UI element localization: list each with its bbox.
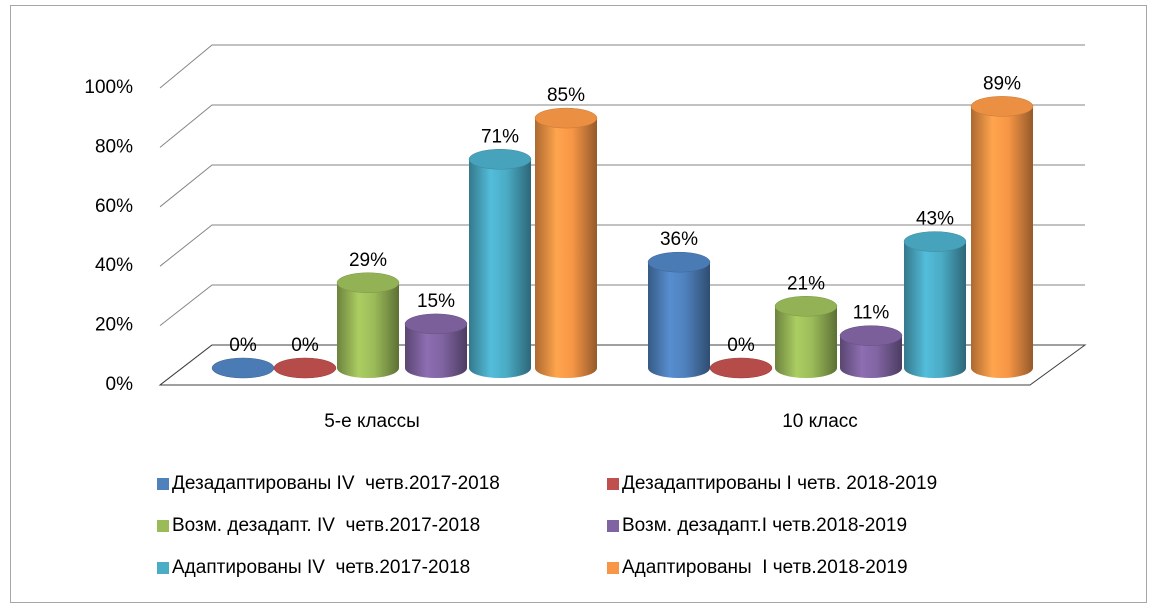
legend-label: Адаптированы IV четв.2017-2018	[172, 557, 470, 578]
x-tick-label: 10 класс	[782, 411, 858, 432]
data-label: 89%	[983, 73, 1021, 94]
data-label: 36%	[660, 229, 698, 250]
legend-label: Дезадаптированы I четв. 2018-2019	[622, 473, 937, 494]
data-label: 0%	[727, 335, 755, 356]
bar	[337, 282, 399, 378]
bar	[405, 323, 467, 378]
bar-top	[839, 325, 903, 346]
bar-top	[273, 357, 337, 379]
floor	[158, 344, 1087, 386]
bar-top	[709, 357, 773, 379]
bar-top	[774, 296, 838, 317]
bar	[535, 118, 597, 378]
bar	[971, 106, 1033, 378]
y-tick-label: 60%	[95, 196, 133, 217]
data-label: 21%	[787, 273, 825, 294]
data-label: 29%	[349, 250, 387, 271]
legend-label: Дезадаптированы IV четв.2017-2018	[172, 473, 500, 494]
y-tick-label: 0%	[106, 374, 134, 395]
bar-top	[647, 251, 711, 273]
bar-top	[534, 107, 598, 129]
data-label: 71%	[481, 126, 519, 147]
data-label: 15%	[417, 291, 455, 312]
legend-label: Возм. дезадапт. IV четв.2017-2018	[172, 515, 480, 536]
bar-top	[468, 149, 532, 170]
bar	[648, 262, 710, 378]
legend-label: Возм. дезадапт.I четв.2018-2019	[622, 515, 907, 536]
data-label: 0%	[229, 335, 257, 356]
legend-swatch	[607, 520, 619, 532]
bar-top	[211, 357, 275, 379]
y-tick-label: 100%	[84, 77, 133, 98]
bar-top	[404, 313, 468, 335]
legend-swatch	[157, 478, 169, 490]
grid-line	[159, 224, 1085, 267]
bar	[904, 241, 966, 378]
bar	[840, 335, 902, 378]
bar	[775, 306, 837, 378]
data-label: 43%	[916, 209, 954, 230]
legend-label: Адаптированы I четв.2018-2019	[622, 557, 908, 578]
bar-top	[336, 272, 400, 293]
data-label: 11%	[853, 303, 890, 324]
bar-top	[903, 231, 967, 252]
legend-swatch	[607, 562, 619, 574]
bar	[469, 159, 531, 378]
y-tick-label: 40%	[95, 255, 133, 276]
grid-line	[159, 44, 1085, 89]
x-tick-label: 5-е классы	[324, 411, 420, 432]
grid-line	[159, 284, 1085, 326]
legend-swatch	[607, 478, 619, 490]
y-tick-label: 20%	[95, 315, 133, 336]
data-label: 0%	[291, 335, 319, 356]
grid-line	[159, 104, 1085, 148]
data-label: 85%	[547, 85, 585, 106]
legend-swatch	[157, 520, 169, 532]
grid-line	[159, 164, 1085, 208]
y-tick-label: 80%	[95, 136, 133, 157]
legend-swatch	[157, 562, 169, 574]
bar-top	[970, 96, 1034, 117]
